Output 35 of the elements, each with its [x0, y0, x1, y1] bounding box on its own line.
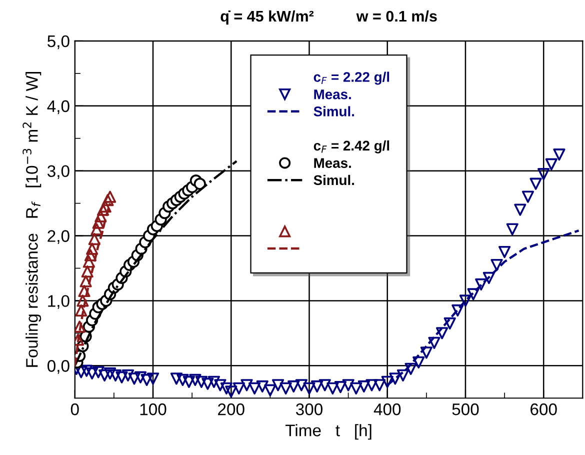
y-tick-label: 5,0 [48, 35, 70, 50]
legend-label: Simul. [314, 106, 354, 116]
point [74, 320, 86, 333]
y-tick-label: 1,0 [48, 295, 70, 309]
legend-label: Simul. [314, 174, 354, 186]
point [92, 216, 104, 229]
chart-title: q̇ = 45 kW/m² w = 0.1 m/s [220, 10, 437, 25]
annotation: c$_{F}$ = 2.22 g/l [314, 72, 390, 85]
legend-label: Meas. [314, 90, 351, 100]
y-tick-label: 0,0 [48, 360, 70, 374]
y-tick-label: 2,0 [48, 230, 70, 244]
y-tick-label: 4,0 [47, 100, 70, 114]
point [86, 242, 98, 255]
x-tick-label: 0 [70, 403, 79, 416]
x-tick-label: 400 [374, 403, 401, 416]
y-tick-label: 3,0 [47, 165, 70, 180]
x-axis-title: Time t [h] [285, 424, 372, 440]
legend-label: Meas. [314, 158, 351, 168]
point [84, 249, 97, 262]
point [75, 304, 88, 317]
point [88, 232, 100, 246]
text: Fouling resistance R$_{f}$ [10$^{−3}$ m$^{2}$ K / W] [22, 72, 42, 367]
point [82, 256, 95, 268]
point [80, 275, 92, 288]
point [102, 194, 114, 206]
x-tick-label: 600 [530, 403, 557, 416]
x-tick-label: 500 [452, 403, 479, 416]
point [90, 223, 103, 236]
annotation: c$_{F}$ = 2.42 g/l [314, 140, 390, 154]
point [78, 284, 90, 298]
x-tick-label: 300 [296, 403, 322, 416]
point [96, 204, 110, 216]
x-tick-label: 200 [218, 403, 244, 416]
x-tick-label: 100 [140, 403, 166, 416]
point [81, 265, 94, 278]
